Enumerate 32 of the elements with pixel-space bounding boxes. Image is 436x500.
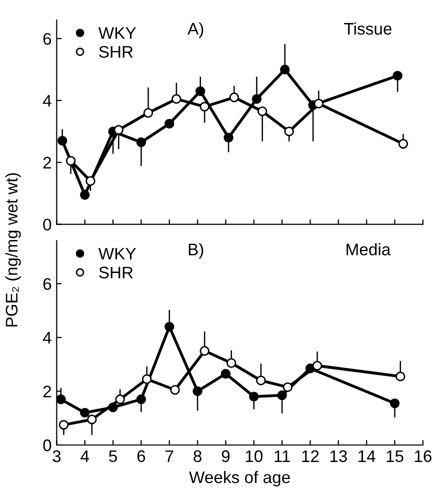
- legend-label: WKY: [98, 248, 136, 260]
- y-axis-title: PGE₂ (ng/mg wet wt): [5, 173, 21, 326]
- annotation: Media: [346, 243, 391, 256]
- legend-label: WKY: [98, 27, 136, 39]
- y-tick-label: 0: [43, 439, 52, 452]
- x-tick-label: 14: [358, 450, 376, 462]
- x-tick-label: 5: [109, 450, 117, 462]
- y-tick-label: 2: [43, 386, 51, 398]
- y-tick-label: 4: [42, 95, 52, 107]
- x-tick-label: 11: [274, 450, 290, 462]
- annotation: B): [188, 243, 204, 259]
- x-tick-label: 12: [302, 450, 319, 462]
- y-tick-label: 0: [43, 218, 52, 231]
- x-tick-label: 13: [330, 450, 347, 462]
- x-tick-label: 8: [194, 450, 202, 462]
- x-axis-title: Weeks of age: [189, 470, 290, 486]
- x-tick-label: 6: [137, 450, 146, 462]
- x-tick-label: 4: [80, 450, 89, 462]
- x-tick-label: 3: [52, 450, 61, 462]
- y-tick-label: 2: [43, 156, 51, 168]
- x-tick-label: 10: [246, 450, 263, 462]
- y-tick-label: 4: [42, 332, 52, 344]
- legend-label: SHR: [99, 46, 133, 58]
- y-tick-label: 6: [43, 278, 52, 290]
- legend-label: SHR: [99, 266, 133, 278]
- annotation: Tissue: [344, 22, 392, 35]
- x-tick-label: 16: [414, 450, 432, 462]
- x-tick-label: 9: [222, 450, 230, 462]
- x-tick-label: 7: [166, 450, 174, 462]
- annotation: A): [188, 22, 204, 38]
- y-tick-label: 6: [43, 32, 52, 45]
- x-tick-label: 15: [386, 450, 404, 462]
